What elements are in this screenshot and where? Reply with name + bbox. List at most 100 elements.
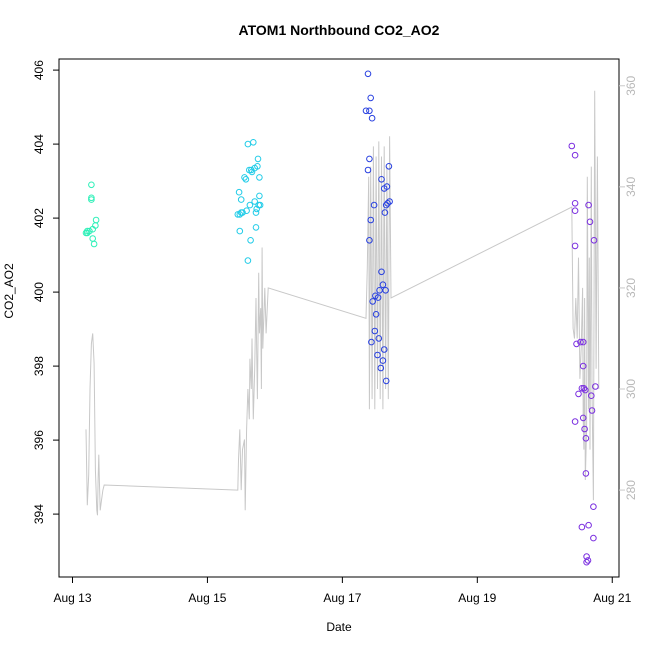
data-point <box>252 209 260 216</box>
plot-area <box>82 70 600 566</box>
data-point <box>86 227 93 235</box>
data-point <box>586 218 594 226</box>
plot-frame <box>58 58 620 578</box>
data-point <box>575 390 582 398</box>
data-point <box>374 351 381 359</box>
data-point <box>88 181 95 189</box>
data-point <box>369 298 377 305</box>
data-point <box>375 335 383 342</box>
y-axis-right: 280 300 320 340 360 <box>619 75 638 500</box>
y2-tick-label: 340 <box>624 177 638 197</box>
data-point <box>254 163 261 170</box>
data-point <box>582 386 589 394</box>
data-point <box>244 257 252 264</box>
data-point <box>239 209 246 216</box>
data-point <box>88 194 95 202</box>
data-point <box>368 338 375 346</box>
data-point <box>578 523 586 531</box>
data-point <box>571 207 579 214</box>
data-point <box>378 176 385 183</box>
data-point <box>590 534 597 542</box>
data-point <box>585 521 592 529</box>
data-point <box>383 183 391 190</box>
data-point <box>367 94 375 102</box>
data-point <box>374 294 382 301</box>
data-point <box>84 227 91 235</box>
data-point <box>372 311 380 318</box>
data-point <box>590 503 597 511</box>
data-point <box>381 209 389 216</box>
data-point <box>247 237 254 244</box>
data-point <box>371 327 379 335</box>
y2-tick-label: 360 <box>624 75 638 95</box>
data-point <box>256 174 263 181</box>
series-3 <box>362 70 393 385</box>
x-axis: Aug 13 Aug 15 Aug 17 Aug 19 Aug 21 <box>53 576 632 605</box>
data-point <box>571 418 579 425</box>
data-point <box>584 557 592 564</box>
data-point <box>577 338 584 346</box>
y-tick-label: 402 <box>32 208 46 228</box>
y-tick-label: 400 <box>32 282 46 302</box>
data-point <box>256 192 263 200</box>
y-tick-label: 404 <box>32 134 46 154</box>
data-point <box>244 140 252 148</box>
x-tick-label: Aug 15 <box>188 591 226 605</box>
data-point <box>241 174 248 181</box>
data-point <box>90 240 98 248</box>
data-point <box>250 139 257 146</box>
y-axis-left: 394 396 398 400 402 404 406 <box>32 60 59 524</box>
data-point <box>588 392 595 400</box>
data-point <box>254 155 262 163</box>
data-point <box>571 200 579 207</box>
y2-tick-label: 300 <box>624 379 638 399</box>
data-point <box>256 201 264 209</box>
data-point <box>568 142 576 150</box>
y2-tick-label: 320 <box>624 278 638 298</box>
data-point <box>370 201 378 209</box>
data-point <box>379 281 387 289</box>
data-point <box>237 196 245 203</box>
data-point <box>582 435 590 442</box>
data-point <box>382 201 390 209</box>
data-point <box>253 205 261 213</box>
x-tick-label: Aug 17 <box>323 591 361 605</box>
data-point <box>252 224 260 231</box>
y-axis-label: CO2_AO2 <box>2 263 16 319</box>
x-axis-label: Date <box>326 620 352 634</box>
y-tick-label: 406 <box>32 60 46 80</box>
data-point <box>366 155 373 163</box>
data-point <box>585 201 592 209</box>
chart-title: ATOM1 Northbound CO2_AO2 <box>239 22 440 38</box>
data-point <box>377 364 385 372</box>
data-point <box>592 383 599 390</box>
y-tick-label: 398 <box>32 356 46 376</box>
data-point <box>579 338 587 346</box>
data-point <box>579 362 587 370</box>
data-point <box>380 346 388 353</box>
data-point <box>382 377 390 385</box>
y-tick-label: 394 <box>32 504 46 524</box>
data-point <box>571 151 579 159</box>
y2-tick-label: 280 <box>624 480 638 500</box>
series-1 <box>82 181 100 248</box>
data-point <box>366 237 373 244</box>
series-2 <box>234 139 264 264</box>
data-point <box>382 287 389 294</box>
data-point <box>89 235 96 242</box>
data-point <box>246 201 254 209</box>
data-point <box>367 216 375 224</box>
x-tick-label: Aug 21 <box>593 591 631 605</box>
data-point <box>583 558 590 566</box>
data-point <box>588 407 596 414</box>
data-point <box>364 70 372 78</box>
data-point <box>92 216 100 224</box>
data-point <box>251 198 258 205</box>
data-point <box>590 237 598 244</box>
data-point <box>366 107 373 115</box>
data-point <box>368 114 376 122</box>
data-point <box>84 229 91 237</box>
data-point <box>571 242 579 250</box>
data-point <box>379 357 387 364</box>
